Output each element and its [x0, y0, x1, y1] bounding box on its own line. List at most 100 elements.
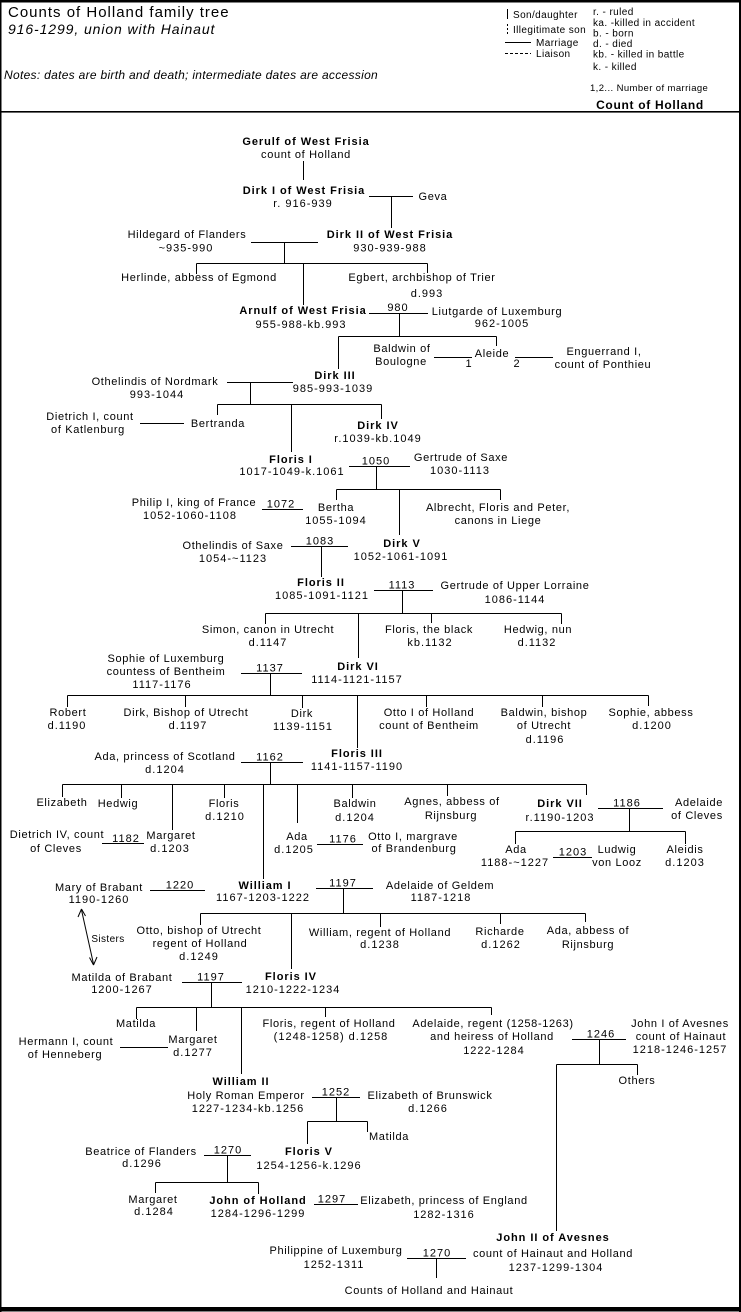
svg-text:Othelindis of Saxe: Othelindis of Saxe	[183, 540, 284, 552]
svg-text:Gertrude of Upper Lorraine: Gertrude of Upper Lorraine	[441, 580, 590, 592]
svg-text:William, regent of Holland: William, regent of Holland	[309, 927, 451, 939]
svg-text:John of Holland: John of Holland	[209, 1195, 306, 1207]
svg-text:Dirk III: Dirk III	[314, 370, 355, 382]
svg-text:ka. -killed in accident: ka. -killed in accident	[593, 18, 695, 29]
svg-text:Beatrice of Flanders: Beatrice of Flanders	[85, 1146, 196, 1158]
svg-text:d.1266: d.1266	[408, 1103, 448, 1115]
svg-text:k. - killed: k. - killed	[593, 62, 637, 73]
svg-text:Robert: Robert	[50, 707, 87, 719]
svg-text:d.1277: d.1277	[173, 1047, 213, 1059]
svg-text:Ada: Ada	[505, 844, 527, 856]
svg-text:d.1190: d.1190	[48, 720, 87, 732]
svg-text:1220: 1220	[166, 880, 194, 892]
svg-text:Mary of Brabant: Mary of Brabant	[55, 882, 143, 894]
svg-text:1284-1296-1299: 1284-1296-1299	[211, 1208, 306, 1220]
svg-text:1203: 1203	[559, 847, 587, 859]
svg-text:Dietrich I, count: Dietrich I, count	[46, 411, 133, 423]
svg-text:Adelaide, regent (1258-1263): Adelaide, regent (1258-1263)	[412, 1018, 573, 1030]
svg-text:Dirk VI: Dirk VI	[337, 661, 379, 673]
svg-text:Egbert, archbishop of Trier: Egbert, archbishop of Trier	[348, 272, 495, 284]
svg-text:of Cleves: of Cleves	[671, 810, 723, 822]
svg-text:Aleide: Aleide	[475, 348, 509, 360]
svg-text:1054-~1123: 1054-~1123	[199, 553, 267, 565]
svg-text:count of Hainaut: count of Hainaut	[636, 1031, 727, 1043]
svg-text:1113: 1113	[389, 580, 416, 592]
svg-text:1182: 1182	[112, 833, 140, 845]
svg-text:d. - died: d. - died	[593, 39, 633, 50]
svg-text:1190-1260: 1190-1260	[69, 894, 130, 906]
svg-text:Dirk VII: Dirk VII	[537, 798, 583, 810]
svg-text:Floris III: Floris III	[331, 748, 383, 760]
svg-text:1270: 1270	[214, 1145, 242, 1157]
svg-text:Floris, the black: Floris, the black	[385, 624, 473, 636]
svg-text:canons in Liege: canons in Liege	[455, 515, 542, 527]
svg-text:d.1197: d.1197	[169, 720, 208, 732]
svg-text:Matilda: Matilda	[116, 1018, 156, 1030]
svg-text:regent of Holland: regent of Holland	[153, 938, 248, 950]
svg-text:Baldwin, bishop: Baldwin, bishop	[501, 707, 588, 719]
svg-text:count of Holland: count of Holland	[261, 149, 351, 161]
svg-text:count of Hainaut and Holland: count of Hainaut and Holland	[473, 1248, 633, 1260]
svg-text:d.1296: d.1296	[122, 1158, 162, 1170]
svg-text:Hedwig: Hedwig	[98, 798, 139, 810]
svg-text:Floris: Floris	[209, 798, 240, 810]
svg-text:Hermann I, count: Hermann I, count	[19, 1036, 114, 1048]
svg-text:Counts of Holland and Hainaut: Counts of Holland and Hainaut	[345, 1285, 514, 1297]
svg-text:1254-1256-k.1296: 1254-1256-k.1296	[256, 1160, 361, 1172]
svg-text:Dirk I of West Frisia: Dirk I of West Frisia	[243, 185, 365, 197]
svg-text:Herlinde, abbess of Egmond: Herlinde, abbess of Egmond	[121, 272, 277, 284]
svg-text:1252-1311: 1252-1311	[304, 1259, 365, 1271]
svg-text:Bertranda: Bertranda	[191, 418, 245, 430]
svg-text:r. - ruled: r. - ruled	[593, 7, 634, 18]
svg-text:Sisters: Sisters	[91, 934, 124, 945]
svg-text:Others: Others	[619, 1075, 656, 1087]
svg-text:Arnulf of West Frisia: Arnulf of West Frisia	[239, 305, 366, 317]
svg-text:962-1005: 962-1005	[475, 318, 530, 330]
svg-text:Dirk II of West Frisia: Dirk II of West Frisia	[327, 229, 453, 241]
svg-text:1086-1144: 1086-1144	[485, 594, 546, 606]
svg-text:d.1203: d.1203	[150, 843, 190, 855]
svg-text:980: 980	[387, 302, 408, 314]
svg-text:d.1262: d.1262	[481, 939, 521, 951]
svg-text:Geva: Geva	[419, 191, 448, 203]
svg-text:d.1196: d.1196	[526, 734, 565, 746]
svg-text:d.1205: d.1205	[274, 844, 314, 856]
svg-text:1114-1121-1157: 1114-1121-1157	[311, 674, 402, 686]
svg-text:Floris, regent of Holland: Floris, regent of Holland	[262, 1018, 395, 1030]
svg-text:1085-1091-1121: 1085-1091-1121	[275, 590, 369, 602]
svg-text:Boulogne: Boulogne	[375, 356, 427, 368]
svg-text:1176: 1176	[329, 834, 357, 846]
svg-text:r.1190-1203: r.1190-1203	[526, 812, 595, 824]
svg-text:1227-1234-kb.1256: 1227-1234-kb.1256	[192, 1103, 304, 1115]
svg-text:John I of Avesnes: John I of Avesnes	[631, 1018, 729, 1030]
svg-text:Elizabeth, princess of England: Elizabeth, princess of England	[360, 1195, 527, 1207]
svg-text:1246: 1246	[587, 1029, 615, 1041]
svg-text:and heiress of Holland: and heiress of Holland	[430, 1031, 554, 1043]
svg-text:Otto I of Holland: Otto I of Holland	[384, 707, 475, 719]
svg-text:Liaison: Liaison	[536, 49, 571, 60]
svg-text:Gerulf of West Frisia: Gerulf of West Frisia	[242, 136, 369, 148]
svg-text:countess of Bentheim: countess of Bentheim	[107, 666, 226, 678]
svg-text:d.1132: d.1132	[518, 637, 557, 649]
svg-text:Holy Roman Emperor: Holy Roman Emperor	[187, 1090, 304, 1102]
svg-text:Ada, princess of Scotland: Ada, princess of Scotland	[95, 751, 236, 763]
svg-text:1162: 1162	[256, 752, 284, 764]
svg-text:1210-1222-1234: 1210-1222-1234	[246, 984, 341, 996]
svg-text:1200-1267: 1200-1267	[91, 984, 153, 996]
svg-text:d.1238: d.1238	[360, 939, 400, 951]
svg-text:Aleidis: Aleidis	[667, 844, 704, 856]
svg-text:Dirk: Dirk	[291, 708, 313, 720]
svg-text:Floris V: Floris V	[285, 1146, 333, 1158]
svg-text:1055-1094: 1055-1094	[305, 515, 367, 527]
svg-text:Ada: Ada	[286, 831, 308, 843]
svg-text:r.1039-kb.1049: r.1039-kb.1049	[334, 433, 421, 445]
svg-text:~935-990: ~935-990	[159, 243, 214, 255]
svg-text:Gertrude of Saxe: Gertrude of Saxe	[414, 452, 508, 464]
svg-text:1188-~1227: 1188-~1227	[481, 857, 549, 869]
svg-text:Floris I: Floris I	[269, 454, 313, 466]
svg-text:Elizabeth of Brunswick: Elizabeth of Brunswick	[368, 1090, 493, 1102]
svg-text:Illegitimate son: Illegitimate son	[513, 25, 586, 36]
svg-text:Elizabeth: Elizabeth	[36, 797, 87, 809]
svg-text:1237-1299-1304: 1237-1299-1304	[509, 1262, 604, 1274]
svg-text:d.1249: d.1249	[179, 951, 219, 963]
